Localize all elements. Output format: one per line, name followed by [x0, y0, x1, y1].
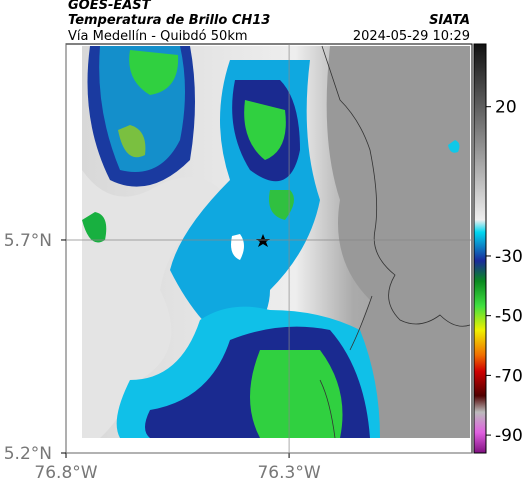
x-tick-label: 76.8°W [34, 463, 97, 483]
y-tick-label: 5.7°N [4, 231, 52, 251]
colorbar-tick-label: -90 [495, 426, 523, 446]
x-tick-label: 76.3°W [257, 463, 320, 483]
colorbar-tick-label: -70 [495, 366, 523, 386]
source: SIATA [429, 13, 470, 28]
subtitle: Temperatura de Brillo CH13 [68, 13, 270, 28]
colorbar-tick-label: 20 [495, 98, 517, 118]
imagery [82, 45, 471, 439]
colorbar-tick-label: -30 [495, 247, 523, 267]
timestamp: 2024-05-29 10:29 [353, 29, 470, 44]
title: GOES-EAST [68, 0, 152, 13]
route: Vía Medellín - Quibdó 50km [68, 29, 248, 44]
colorbar-tick-label: -50 [495, 307, 523, 327]
y-tick-label: 5.2°N [4, 444, 52, 464]
colorbar [473, 43, 487, 454]
header: GOES-EAST Temperatura de Brillo CH13 Vía… [68, 0, 470, 44]
